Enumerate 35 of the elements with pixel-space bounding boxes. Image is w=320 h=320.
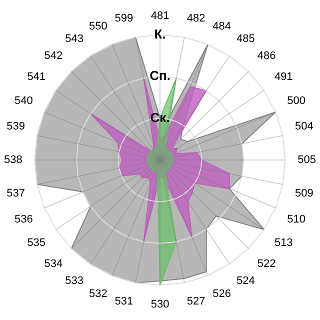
- spoke-label: 505: [298, 154, 316, 166]
- spoke-label: 504: [295, 120, 314, 133]
- spoke-label: 527: [186, 296, 206, 308]
- spoke-label: 526: [212, 288, 232, 300]
- y-tick-label: Ск.: [150, 110, 170, 125]
- spoke-label: 532: [88, 288, 108, 300]
- spoke-label: 486: [257, 50, 276, 62]
- y-tick-label: Сп.: [150, 68, 170, 84]
- spoke-label: 513: [274, 237, 293, 250]
- spoke-label: 535: [27, 237, 46, 250]
- spoke-label: 531: [114, 296, 134, 308]
- spoke-label: 522: [257, 258, 276, 270]
- spoke-label: 530: [150, 298, 170, 310]
- spoke-label: 484: [212, 20, 232, 32]
- spoke-label: 491: [274, 70, 293, 83]
- spoke-label: 540: [14, 94, 33, 107]
- spoke-label: 481: [150, 10, 170, 22]
- spoke-label: 539: [6, 120, 25, 133]
- spoke-label: 509: [295, 187, 314, 200]
- spoke-label: 550: [88, 20, 108, 32]
- spoke-label: 510: [287, 213, 306, 226]
- spoke-label: 482: [186, 12, 206, 24]
- y-tick-label: К.: [154, 26, 166, 42]
- spoke-label: 542: [44, 50, 63, 62]
- spoke-label: 543: [65, 32, 84, 45]
- spoke-label: 536: [14, 213, 33, 226]
- spoke-label: 537: [6, 187, 25, 200]
- spoke-label: 500: [287, 94, 306, 107]
- spoke-label: 485: [236, 32, 255, 45]
- spoke-label: 534: [44, 258, 63, 270]
- spoke-label: 533: [65, 275, 84, 288]
- spoke-label: 538: [4, 154, 22, 166]
- spoke-label: 524: [236, 275, 255, 288]
- spoke-label: 541: [27, 70, 46, 83]
- spoke-label: 599: [114, 12, 134, 24]
